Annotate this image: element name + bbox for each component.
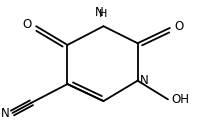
Text: O: O [175, 20, 184, 33]
Text: N: N [139, 74, 148, 87]
Text: O: O [22, 18, 31, 31]
Text: N: N [95, 6, 103, 19]
Text: N: N [1, 107, 10, 120]
Text: H: H [99, 9, 108, 19]
Text: OH: OH [172, 93, 190, 106]
